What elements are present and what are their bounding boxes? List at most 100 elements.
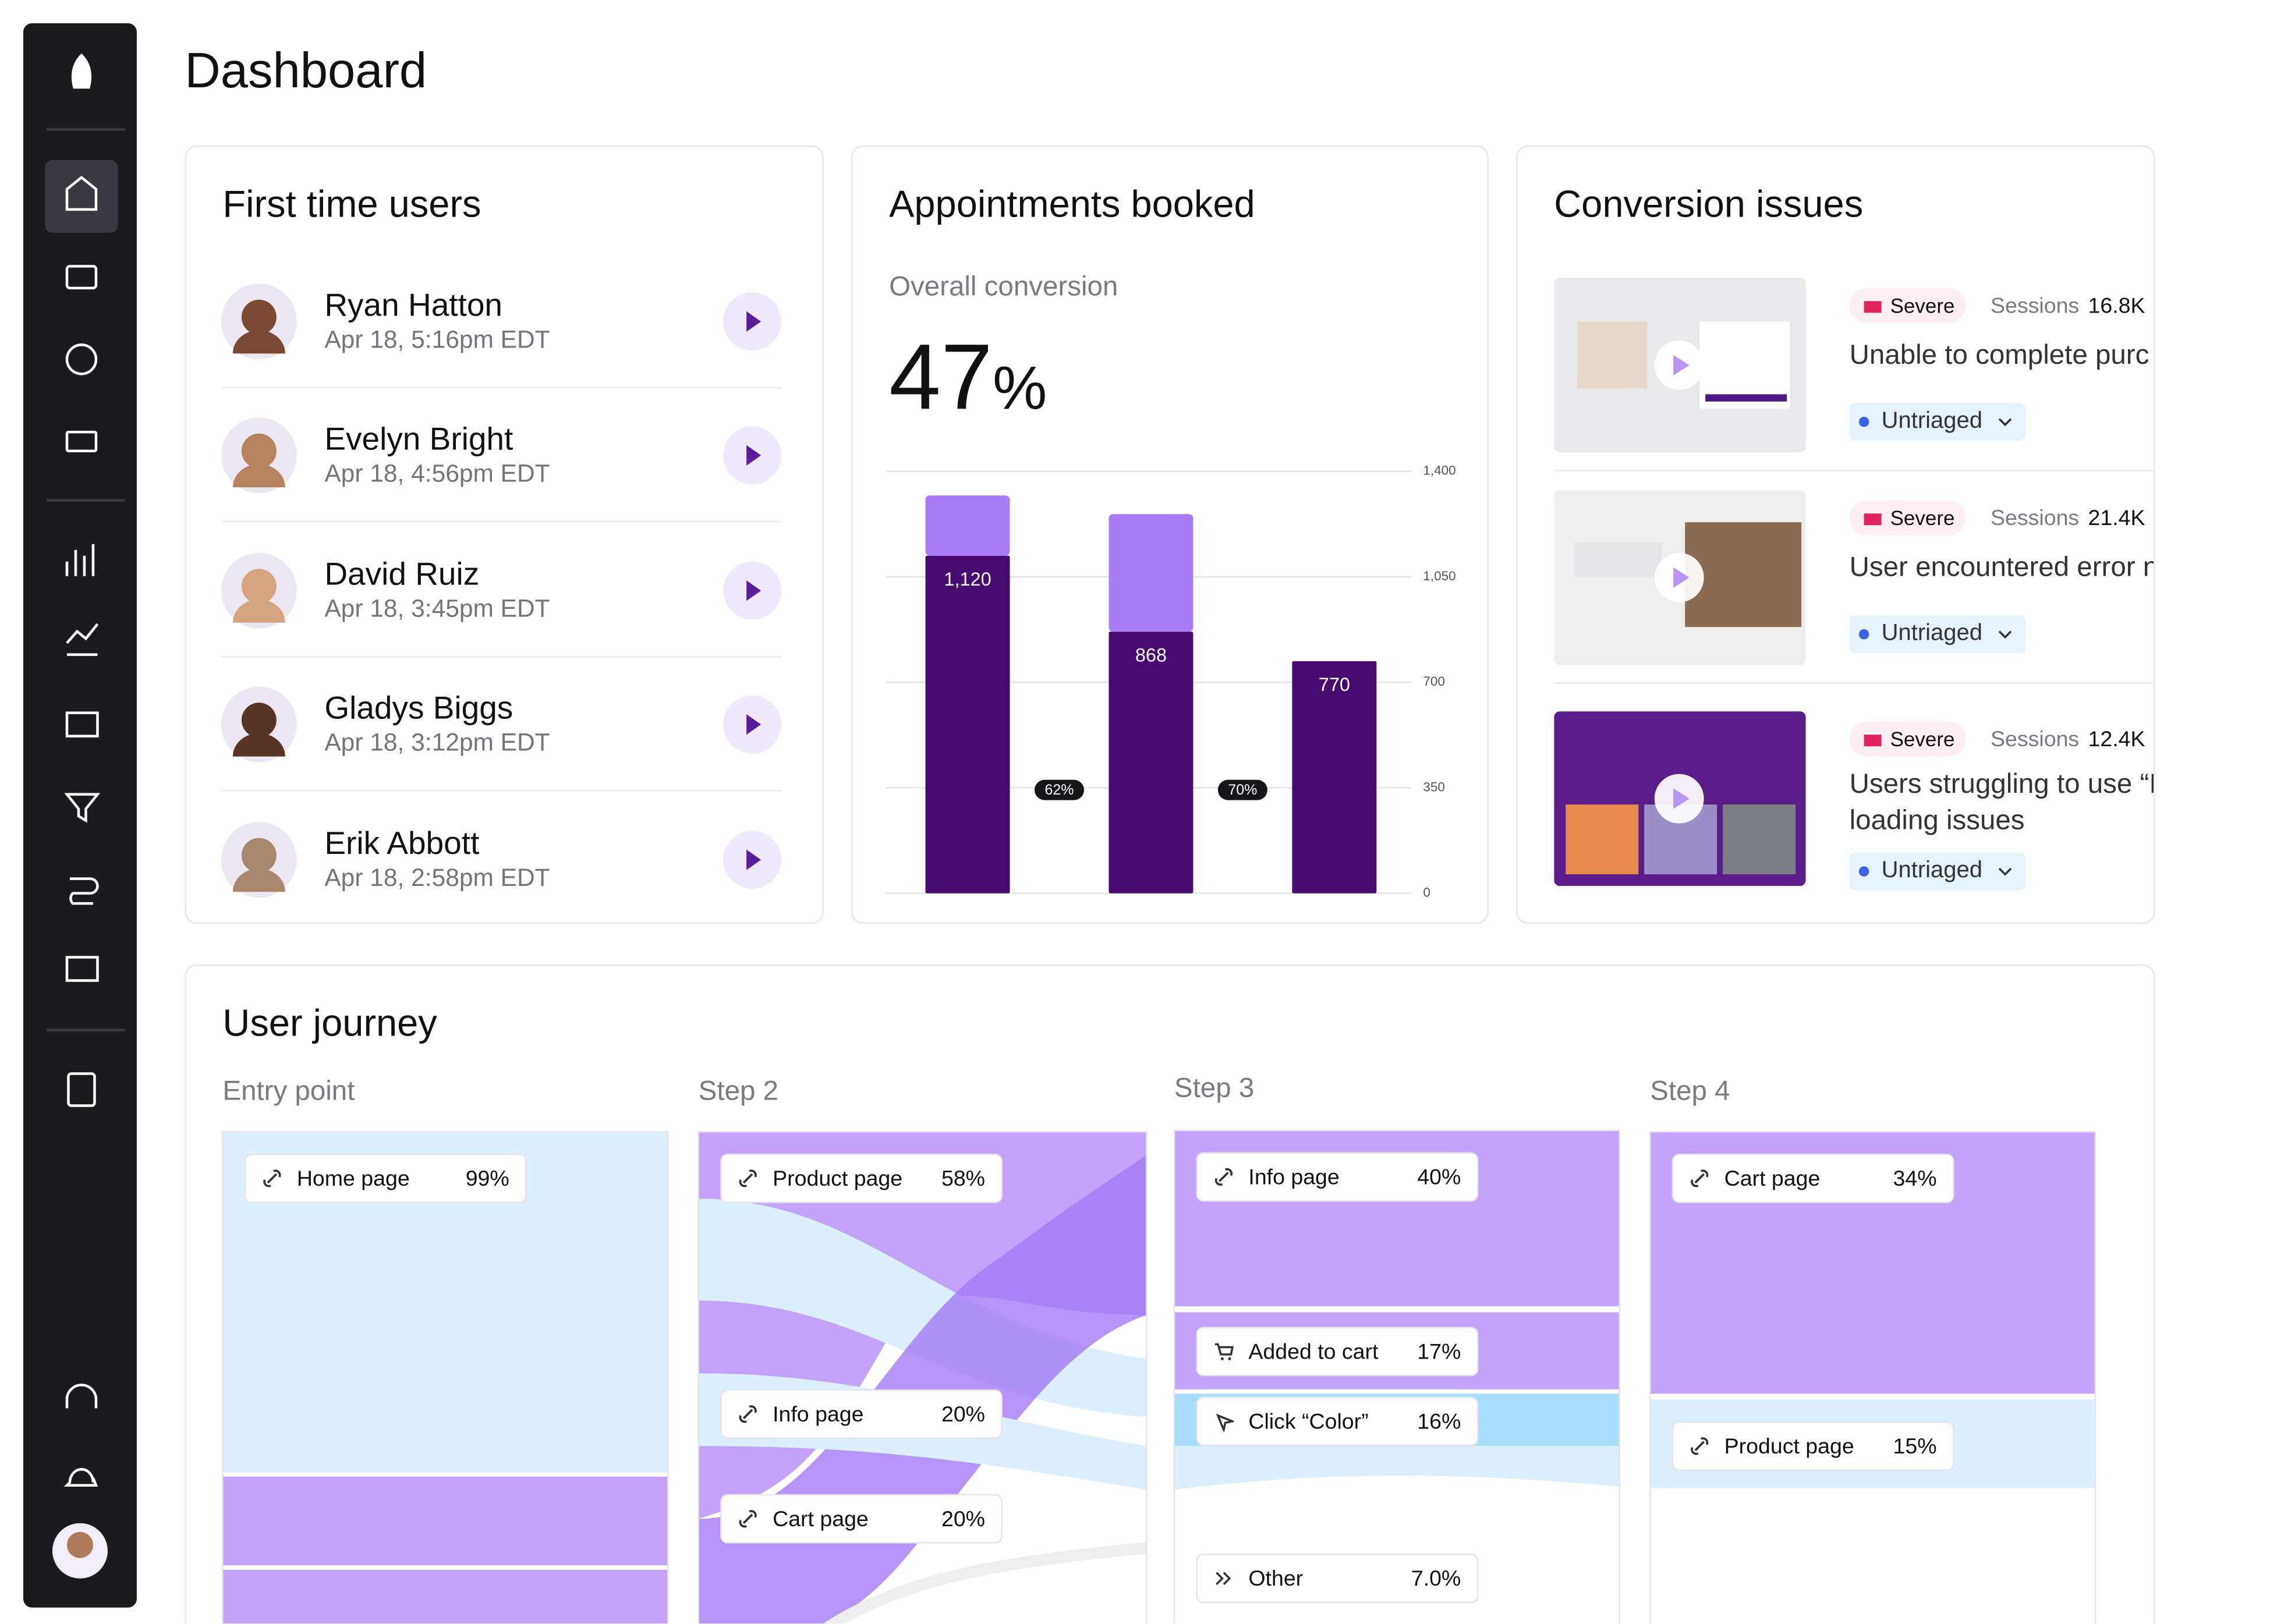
journey-pill[interactable]: Info page 40% <box>1197 1153 1477 1200</box>
user-name: Erik Abbott <box>324 824 480 861</box>
journey-pill[interactable]: Cart page 20% <box>721 1495 1001 1543</box>
avatar <box>221 687 297 763</box>
status-pill[interactable]: Untriaged <box>1849 615 2026 654</box>
pill-label: Other <box>1248 1566 1304 1591</box>
stack-icon[interactable] <box>65 431 98 453</box>
issue-title: Users struggling to use “I <box>1849 770 2155 800</box>
chevron <box>1998 630 2012 639</box>
bar <box>1292 661 1377 893</box>
home-active[interactable] <box>45 159 118 233</box>
sessions-value: 12.4K <box>2088 727 2145 753</box>
session-thumbnail[interactable] <box>1554 278 1806 453</box>
status-pill[interactable]: Untriaged <box>1849 403 2026 441</box>
bar <box>925 555 1010 893</box>
pill-value: 15% <box>1893 1434 1937 1459</box>
user-name: Ryan Hatton <box>324 286 503 323</box>
card-title: First time users <box>222 182 481 226</box>
replay-icon[interactable] <box>65 265 98 290</box>
bar-label: 770 <box>1319 674 1350 695</box>
step-title: Step 4 <box>1650 1076 1730 1107</box>
play-button[interactable] <box>723 696 782 754</box>
pill-label: Click “Color” <box>1248 1409 1369 1434</box>
alert-icon[interactable] <box>65 343 98 375</box>
status-pill[interactable]: Untriaged <box>1849 852 2026 891</box>
window-icon[interactable] <box>65 956 99 982</box>
pill-icon <box>739 1510 757 1528</box>
step-label: 62% <box>1044 782 1074 798</box>
bar <box>1109 514 1194 632</box>
pill-label: Home page <box>296 1166 410 1191</box>
divider <box>221 655 782 658</box>
y-tick-label: 700 <box>1423 674 1445 689</box>
conversion-issues-card: Conversion issues Severe Sessions 16.8K Una… <box>1516 145 2155 924</box>
divider <box>221 521 782 523</box>
step-pill <box>1035 779 1084 800</box>
avatar <box>221 283 297 360</box>
journey-pill[interactable]: Other 7.0% <box>1197 1555 1477 1602</box>
play-button[interactable] <box>723 830 782 889</box>
book-icon[interactable] <box>67 1072 96 1107</box>
bar <box>925 495 1010 556</box>
pill-value: 58% <box>941 1166 986 1191</box>
journey-pill[interactable]: Cart page 34% <box>1673 1155 1953 1202</box>
bar-icon[interactable] <box>65 544 95 576</box>
play-button[interactable] <box>723 561 782 620</box>
step-title: Step 2 <box>698 1076 778 1107</box>
journey-pill[interactable]: Added to cart 17% <box>1197 1328 1477 1375</box>
funnel-icon[interactable] <box>64 793 101 823</box>
user-name: Gladys Biggs <box>324 690 514 726</box>
bell-icon[interactable] <box>63 1468 98 1487</box>
table-icon[interactable] <box>65 711 99 737</box>
home-icon[interactable] <box>65 176 98 211</box>
card-title: Appointments booked <box>889 182 1255 226</box>
pill-icon <box>263 1169 281 1187</box>
session-thumbnail[interactable] <box>1554 490 1806 665</box>
chevron <box>1998 418 2012 427</box>
session-thumbnail[interactable] <box>1554 711 1806 887</box>
pill-label: Product page <box>1724 1434 1854 1459</box>
play-button[interactable] <box>723 427 782 485</box>
pill-value: 40% <box>1417 1164 1461 1190</box>
user-date: Apr 18, 5:16pm EDT <box>324 325 550 354</box>
journey-icon[interactable] <box>69 877 99 905</box>
sessions-value: 16.8K <box>2088 293 2145 319</box>
issue-title: User encountered error n <box>1849 552 2155 584</box>
card-title: Conversion issues <box>1554 182 1864 226</box>
journey-pill[interactable]: Product page 58% <box>721 1155 1001 1202</box>
conversion-number: 47 <box>889 324 993 430</box>
subtitle: Overall conversion <box>889 272 1118 303</box>
pill-value: 20% <box>941 1506 986 1531</box>
first-time-users-card: First time users Ryan Hatton Apr 18, 5:16… <box>185 145 824 924</box>
y-tick-label: 350 <box>1423 779 1445 794</box>
journey-pill[interactable]: Home page 99% <box>246 1155 526 1202</box>
status-dot <box>1858 417 1869 427</box>
bar <box>1109 632 1194 893</box>
journey-pill[interactable]: Click “Color” 16% <box>1197 1398 1477 1445</box>
y-tick-label: 1,400 <box>1423 463 1456 478</box>
bar-label: 1,120 <box>944 569 991 590</box>
play-button[interactable] <box>723 292 782 351</box>
support-icon[interactable] <box>65 1384 98 1409</box>
line-icon[interactable] <box>66 623 99 656</box>
journey-pill[interactable]: Product page 15% <box>1673 1423 1953 1470</box>
sessions-label: Sessions <box>1991 727 2080 753</box>
pill-icon <box>1216 1572 1231 1585</box>
avatar <box>221 552 297 629</box>
pill-icon <box>1214 1343 1234 1360</box>
severity-icon <box>1864 301 1882 313</box>
severity-icon <box>1864 735 1882 747</box>
step-title: Step 3 <box>1174 1073 1255 1104</box>
pill-icon <box>1691 1169 1709 1187</box>
pill-label: Cart page <box>773 1506 869 1531</box>
pill-label: Info page <box>1248 1164 1340 1190</box>
user-journey-card: User journey Entry point Home page 99% Step… <box>185 965 2155 1624</box>
pill-icon <box>1214 1168 1233 1186</box>
sessions-label: Sessions <box>1991 506 2080 531</box>
pill-icon <box>739 1169 757 1187</box>
pill-label: Info page <box>773 1402 864 1427</box>
journey-pill[interactable]: Info page 20% <box>721 1391 1001 1438</box>
sidebar <box>23 23 137 1608</box>
user-name: David Ruiz <box>324 555 480 592</box>
divider <box>221 387 782 389</box>
